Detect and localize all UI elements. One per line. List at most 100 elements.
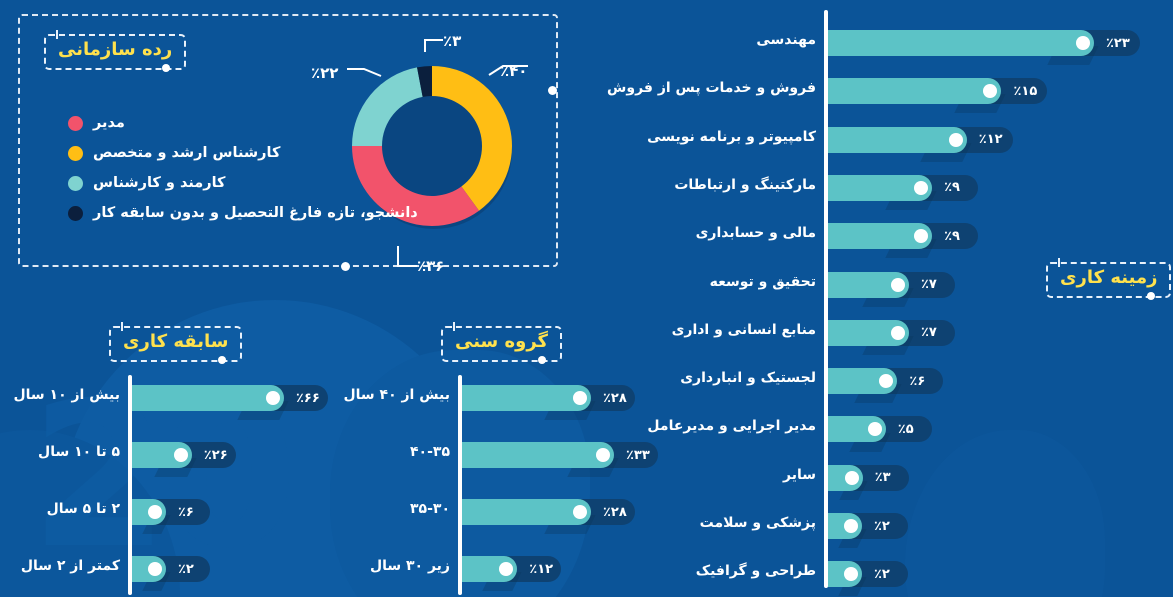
bar-category-label: منابع انسانی و اداری [671, 321, 816, 338]
bar-end-knob [266, 391, 280, 405]
section-title-text: گروه سنی [455, 331, 549, 352]
bar-end-knob [572, 391, 587, 405]
bar-category-label: ۳۵-۳۰ [410, 501, 450, 518]
section-title-work-field: زمینه کاری [1046, 258, 1172, 300]
bar-category-label: لجستیک و انبارداری [680, 370, 816, 387]
donut-label-36: ٪۳۶ [417, 257, 445, 275]
bar-category-label: کامپیوتر و برنامه نویسی [647, 128, 816, 145]
bar-end-knob [572, 505, 587, 519]
bar-category-label: تحقیق و توسعه [709, 273, 816, 290]
bar-value-label: ٪۵ [897, 421, 914, 437]
bar-end-knob [890, 277, 905, 292]
bar-end-knob [867, 422, 882, 437]
bar-value-label: ٪۶ [909, 373, 926, 389]
donut-label-22: ٪۲۲ [311, 64, 339, 82]
bar-value-label: ٪۹ [944, 180, 960, 196]
bar-category-label: ۴۰-۳۵ [410, 444, 450, 461]
bar-end-knob [890, 325, 905, 340]
bar-value-label: ٪۶ [178, 504, 194, 520]
work-experience-chart: بیش از ۱۰ سال ٪۶۶ ۵ تا ۱۰ سال ٪۲۶ ۲ تا ۵ سال… [0, 375, 330, 597]
bar-fill [828, 126, 967, 153]
bar-value-label: ٪۲۸ [602, 390, 627, 406]
bar-value-label: ٪۹ [944, 228, 960, 244]
bar-value-label: ٪۲۶ [203, 447, 228, 463]
bar-end-knob [844, 567, 858, 582]
org-level-donut-chart [332, 46, 532, 246]
bar-category-label: طراحی و گرافیک [695, 563, 816, 580]
bar-end-knob [948, 132, 963, 147]
chart-axis [824, 10, 828, 588]
legend-item-label: مدیر [93, 115, 125, 131]
bar-category-label: مهندسی [756, 32, 816, 49]
donut-slice-manager [352, 146, 480, 226]
bar-end-knob [914, 180, 929, 195]
bar-category-label: پزشکی و سلامت [699, 515, 816, 532]
bar-end-knob [148, 505, 162, 519]
bar-category-label: کمتر از ۲ سال [20, 558, 120, 575]
bar-end-knob [879, 374, 894, 389]
legend-item-label: دانشجو، تازه فارغ التحصیل و بدون سابقه ک… [93, 205, 418, 221]
section-title-age-group: گروه سنی [441, 322, 563, 364]
bar-end-knob [844, 470, 859, 485]
section-title-org-level: رده سازمانی [44, 30, 187, 72]
section-title-text: زمینه کاری [1060, 267, 1158, 288]
chart-axis [458, 375, 462, 595]
legend-item: مدیر [68, 108, 308, 138]
bar-category-label: ۲ تا ۵ سال [46, 501, 120, 518]
bar-value-label: ٪۲ [874, 518, 890, 534]
bar-value-label: ٪۲ [178, 561, 194, 577]
bar-value-label: ٪۲۳ [1106, 35, 1130, 51]
bar-category-label: ۵ تا ۱۰ سال [38, 444, 120, 461]
bar-category-label: مدیر اجرایی و مدیرعامل [647, 418, 816, 435]
legend-item: کارمند و کارشناس [68, 168, 308, 198]
bar-end-knob [1076, 36, 1090, 50]
bar-category-label: سایر [783, 466, 816, 483]
bar-category-label: فروش و خدمات پس از فروش [607, 80, 816, 97]
legend-item: کارشناس ارشد و متخصص [68, 138, 308, 168]
section-title-work-experience: سابقه کاری [109, 322, 243, 364]
org-level-panel-dot-right [548, 86, 557, 95]
bar-value-label: ٪۲ [874, 566, 890, 582]
legend-item: دانشجو، تازه فارغ التحصیل و بدون سابقه ک… [68, 198, 418, 228]
bar-value-label: ٪۶۶ [296, 390, 320, 406]
donut-label-3: ٪۳ [443, 32, 462, 50]
donut-slice-student-fresh-grad [417, 66, 432, 97]
bar-end-knob [499, 562, 514, 576]
org-level-legend: مدیر کارشناس ارشد و متخصص کارمند و کارشن… [68, 108, 418, 228]
bar-value-label: ٪۱۲ [529, 561, 554, 577]
bar-value-label: ٪۳ [874, 470, 891, 486]
bar-category-label: زیر ۳۰ سال [369, 558, 450, 575]
org-level-panel-dot-bottom [341, 262, 350, 271]
bar-category-label: بیش از ۱۰ سال [13, 387, 120, 404]
legend-swatch-icon [68, 205, 83, 221]
bar-category-label: بیش از ۴۰ سال [343, 387, 450, 404]
legend-item-label: کارمند و کارشناس [93, 175, 226, 191]
work-field-chart: مهندسی ٪۲۳ فروش و خدمات پس از فروش ٪۱۵ کامپی… [607, 10, 1173, 597]
bar-value-label: ٪۲۸ [602, 504, 627, 520]
donut-slice-senior-expert [432, 66, 512, 211]
section-title-text: سابقه کاری [123, 331, 229, 352]
bar-fill [132, 385, 284, 411]
bar-category-label: مالی و حسابداری [695, 225, 816, 242]
bar-fill [828, 30, 1094, 56]
bar-fill [828, 78, 1002, 105]
bar-end-knob [148, 562, 162, 576]
org-level-panel [18, 14, 558, 267]
bar-fill [462, 499, 591, 525]
donut-label-40: ٪۴۰ [500, 62, 528, 80]
legend-swatch-icon [68, 145, 83, 161]
bar-value-label: ٪۱۵ [1013, 83, 1038, 99]
legend-swatch-icon [68, 175, 83, 191]
bar-value-label: ٪۷ [920, 325, 937, 341]
bar-end-knob [596, 448, 610, 462]
legend-swatch-icon [68, 115, 83, 131]
bar-fill [462, 442, 614, 468]
bar-end-knob [844, 519, 858, 533]
legend-item-label: کارشناس ارشد و متخصص [93, 145, 281, 161]
chart-axis [128, 375, 132, 595]
bar-end-knob [173, 448, 188, 462]
age-group-chart: بیش از ۴۰ سال ٪۲۸ ۴۰-۳۵ ٪۳۳ ۳۵-۳۰ ٪۲۸ زیر ۳۰ س… [330, 375, 658, 597]
bar-category-label: مارکتینگ و ارتباطات [674, 176, 816, 193]
section-title-text: رده سازمانی [58, 39, 173, 60]
